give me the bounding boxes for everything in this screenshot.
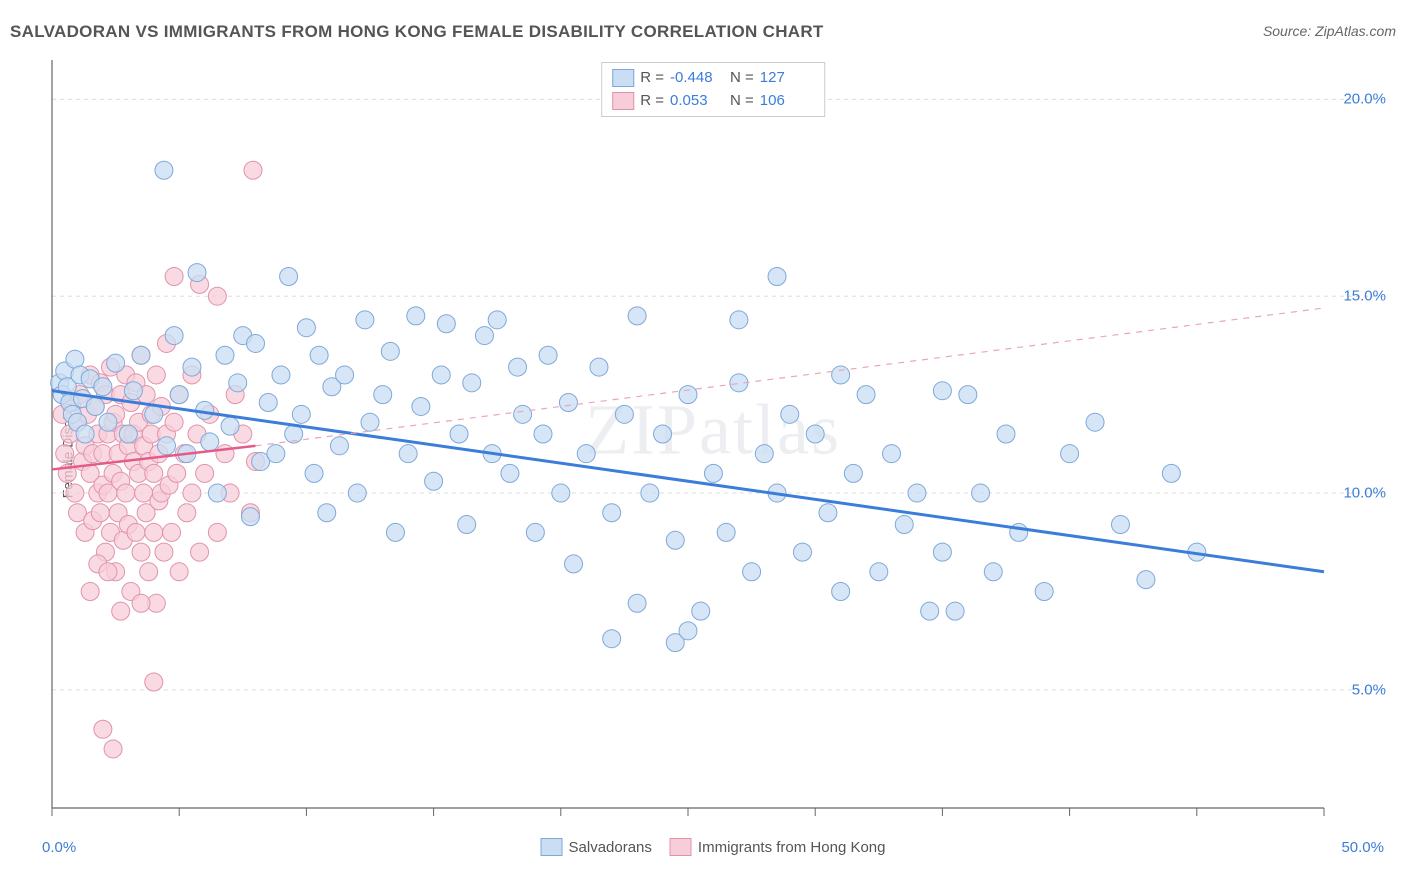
- r-label-b: R =: [640, 90, 664, 113]
- r-label-a: R =: [640, 67, 664, 90]
- r-value-b: 0.053: [670, 90, 724, 113]
- bottom-legend: Salvadorans Immigrants from Hong Kong: [541, 838, 886, 856]
- n-value-a: 127: [760, 67, 814, 90]
- n-label-a: N =: [730, 67, 754, 90]
- legend-item-a: Salvadorans: [541, 838, 652, 856]
- legend-label-a: Salvadorans: [569, 839, 652, 856]
- y-tick-label: 15.0%: [1326, 288, 1386, 305]
- legend-label-b: Immigrants from Hong Kong: [698, 839, 886, 856]
- legend-swatch-b-icon: [670, 838, 692, 856]
- n-value-b: 106: [760, 90, 814, 113]
- legend-item-b: Immigrants from Hong Kong: [670, 838, 886, 856]
- chart-title: SALVADORAN VS IMMIGRANTS FROM HONG KONG …: [10, 22, 824, 42]
- x-tick-min: 0.0%: [42, 839, 76, 856]
- plot-area: Female Disability ZIPatlas R = -0.448 N …: [42, 60, 1384, 830]
- scatter-svg: [42, 60, 1384, 830]
- x-tick-max: 50.0%: [1341, 839, 1384, 856]
- n-label-b: N =: [730, 90, 754, 113]
- swatch-b-icon: [612, 92, 634, 110]
- y-tick-label: 10.0%: [1326, 485, 1386, 502]
- y-tick-label: 5.0%: [1326, 681, 1386, 698]
- source-name: ZipAtlas.com: [1315, 23, 1396, 39]
- chart-source: Source: ZipAtlas.com: [1263, 23, 1396, 41]
- swatch-a-icon: [612, 69, 634, 87]
- stats-row-a: R = -0.448 N = 127: [612, 67, 814, 90]
- y-tick-label: 20.0%: [1326, 91, 1386, 108]
- stats-legend-box: R = -0.448 N = 127 R = 0.053 N = 106: [601, 62, 825, 117]
- r-value-a: -0.448: [670, 67, 724, 90]
- source-label: Source:: [1263, 23, 1315, 39]
- stats-row-b: R = 0.053 N = 106: [612, 90, 814, 113]
- legend-swatch-a-icon: [541, 838, 563, 856]
